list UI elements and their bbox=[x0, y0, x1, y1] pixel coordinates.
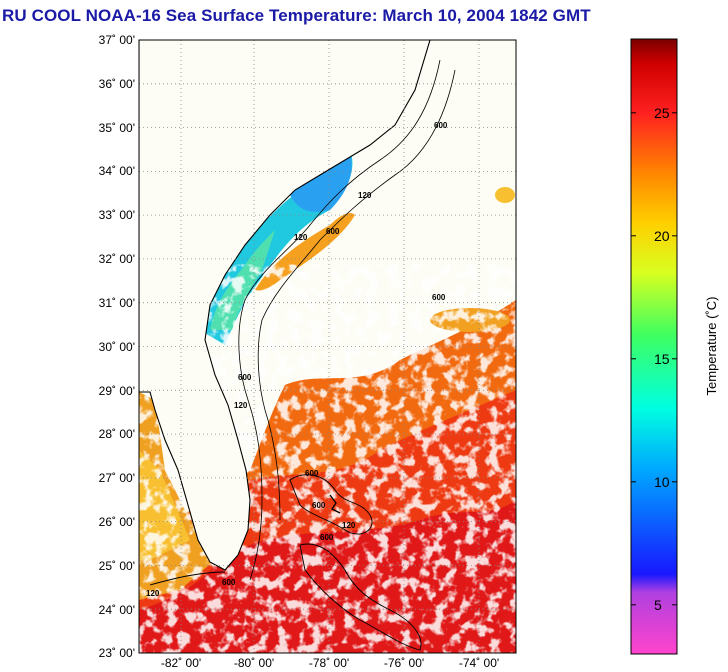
lon-label: -80˚ 00' bbox=[234, 656, 274, 670]
shelf-front-region bbox=[255, 213, 355, 291]
colorbar-tick-label: 10 bbox=[654, 474, 670, 490]
coastline-land bbox=[139, 40, 516, 570]
contour-label: 600 bbox=[238, 373, 252, 382]
contour-label: 120 bbox=[234, 401, 248, 410]
longitude-axis: -82˚ 00' -80˚ 00' -78˚ 00' -76˚ 00' -74˚… bbox=[161, 656, 499, 670]
cold-shelf-deep-region bbox=[290, 152, 352, 212]
lon-label: -76˚ 00' bbox=[384, 656, 424, 670]
bahamas-bank bbox=[289, 474, 373, 535]
colorbar-tick-label: 20 bbox=[654, 228, 670, 244]
contour-label: 600 bbox=[434, 121, 448, 130]
lat-label: 29˚ 00' bbox=[99, 384, 135, 398]
lat-label: 25˚ 00' bbox=[99, 559, 135, 573]
colorbar: 25 20 15 10 5 Temperature (˚C) bbox=[630, 38, 719, 655]
map-frame bbox=[138, 39, 517, 654]
contour-label: 600 bbox=[305, 469, 319, 478]
contour-label: 120 bbox=[358, 191, 372, 200]
bahamas-island bbox=[329, 494, 341, 514]
colorbar-tick-label: 15 bbox=[654, 351, 670, 367]
contour-label: 120 bbox=[294, 233, 308, 242]
lat-label: 32˚ 00' bbox=[99, 252, 135, 266]
lat-label: 24˚ 00' bbox=[99, 603, 135, 617]
lat-label: 37˚ 00' bbox=[99, 33, 135, 47]
latitude-axis: 37˚ 00' 36˚ 00' 35˚ 00' 34˚ 00' 33˚ 00' … bbox=[99, 33, 135, 660]
lat-label: 31˚ 00' bbox=[99, 296, 135, 310]
contour-label: 600 bbox=[312, 501, 326, 510]
colorbar-label: Temperature (˚C) bbox=[704, 297, 719, 396]
lat-label: 36˚ 00' bbox=[99, 77, 135, 91]
contour-120 bbox=[238, 59, 441, 581]
contour-label: 600 bbox=[222, 578, 236, 587]
lat-label: 30˚ 00' bbox=[99, 340, 135, 354]
contour-600 bbox=[257, 69, 456, 521]
lat-label: 23˚ 00' bbox=[99, 646, 135, 660]
colorbar-tick-label: 25 bbox=[654, 105, 670, 121]
colorbar-gradient bbox=[630, 38, 678, 655]
lat-label: 35˚ 00' bbox=[99, 121, 135, 135]
map-panel bbox=[138, 39, 517, 654]
lon-label: -78˚ 00' bbox=[309, 656, 349, 670]
contour-labels: 600 120 600 120 600 120 600 120 600 600 … bbox=[146, 121, 448, 598]
keys-contour bbox=[149, 571, 226, 586]
lon-label: -82˚ 00' bbox=[161, 656, 201, 670]
bahamas-bank-south bbox=[299, 543, 422, 651]
colorbar-tick-label: 5 bbox=[654, 597, 662, 613]
map-title: RU COOL NOAA-16 Sea Surface Temperature:… bbox=[2, 6, 591, 25]
offshore-patch bbox=[495, 187, 515, 203]
contour-label: 600 bbox=[432, 293, 446, 302]
contour-label: 120 bbox=[342, 521, 356, 530]
contour-label: 600 bbox=[320, 533, 334, 542]
colorbar-ticks: 25 20 15 10 5 bbox=[631, 105, 677, 613]
contour-label: 120 bbox=[146, 589, 160, 598]
lon-label: -74˚ 00' bbox=[459, 656, 499, 670]
lat-label: 27˚ 00' bbox=[99, 471, 135, 485]
coastline bbox=[139, 40, 431, 571]
lat-label: 28˚ 00' bbox=[99, 427, 135, 441]
lat-label: 34˚ 00' bbox=[99, 164, 135, 178]
map-grid bbox=[139, 40, 516, 653]
lat-label: 33˚ 00' bbox=[99, 208, 135, 222]
lat-label: 26˚ 00' bbox=[99, 515, 135, 529]
contour-label: 600 bbox=[326, 227, 340, 236]
